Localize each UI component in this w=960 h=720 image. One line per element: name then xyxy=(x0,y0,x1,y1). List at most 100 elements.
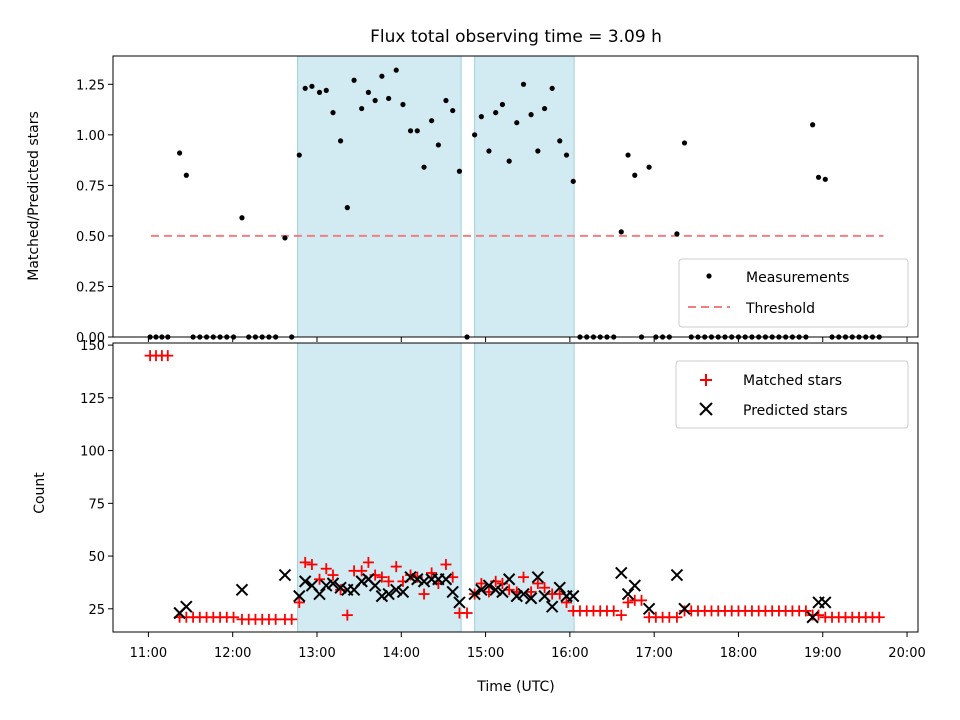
predicted-point-18 xyxy=(390,583,403,597)
measurement-point-4 xyxy=(176,150,183,156)
predicted-point-51 xyxy=(819,596,832,609)
measurement-point-56 xyxy=(541,105,548,112)
predicted-point-15 xyxy=(368,579,382,592)
matched-point-33 xyxy=(376,571,388,583)
bottom-ytick-label-4: 125 xyxy=(80,392,105,407)
predicted-point-29 xyxy=(475,583,488,597)
measurement-point-50 xyxy=(499,101,506,108)
measurement-point-23 xyxy=(309,83,315,89)
top-ytick-label-4: 1.00 xyxy=(76,129,105,144)
measurement-point-5 xyxy=(183,172,189,178)
predicted-point-39 xyxy=(545,600,559,613)
measurement-point-75 xyxy=(674,231,680,237)
predicted-point-36 xyxy=(524,592,538,605)
predicted-point-28 xyxy=(468,587,481,601)
measurement-point-58 xyxy=(557,138,563,144)
measurement-point-59 xyxy=(563,152,570,158)
matched-point-21 xyxy=(293,596,305,608)
measurement-point-29 xyxy=(351,77,357,83)
xtick-label-7: 18:00 xyxy=(720,646,757,661)
bottom-ytick-label-5: 150 xyxy=(80,339,105,354)
predicted-point-9 xyxy=(326,577,340,590)
legend-threshold-label: Threshold xyxy=(745,301,815,317)
top-panel: 0.00 0.25 0.50 0.75 1.00 1.25 Flux total obse… xyxy=(26,27,919,346)
chart-title: Flux total observing time = 3.09 h xyxy=(370,27,662,47)
matched-point-67 xyxy=(615,609,627,621)
measurement-point-31 xyxy=(365,89,372,95)
measurement-point-34 xyxy=(386,95,392,102)
observing-span-2 xyxy=(474,55,575,338)
predicted-point-35 xyxy=(517,587,530,601)
bottom-ytick-label-0: 25 xyxy=(88,603,105,618)
xtick-label-6: 17:00 xyxy=(635,646,672,661)
predicted-point-27 xyxy=(453,596,466,609)
measurement-point-13 xyxy=(239,215,245,221)
legend-predicted-label: Predicted stars xyxy=(743,403,848,419)
measurement-point-76 xyxy=(681,140,688,146)
measurement-point-67 xyxy=(618,229,624,235)
bottom-panel: 25 50 75 100 125 150 11:00 12:00 13:00 14:00 15:0… xyxy=(32,339,926,695)
matched-point-55 xyxy=(532,577,544,589)
matched-point-27 xyxy=(335,584,347,596)
xtick-label-1: 12:00 xyxy=(214,646,251,661)
bottom-y-ticks: 25 50 75 100 125 150 xyxy=(80,339,113,618)
measurement-point-28 xyxy=(344,205,350,211)
measurement-point-44 xyxy=(456,168,463,174)
predicted-point-25 xyxy=(439,573,453,586)
measurement-point-69 xyxy=(632,172,638,178)
measurement-point-51 xyxy=(506,158,512,164)
bottom-axes-frame xyxy=(112,342,919,633)
matched-point-70 xyxy=(636,594,648,606)
predicted-point-8 xyxy=(320,579,333,592)
predicted-point-45 xyxy=(628,579,641,592)
predicted-point-43 xyxy=(615,566,628,580)
predicted-point-38 xyxy=(538,589,551,603)
top-ytick-label-2: 0.50 xyxy=(76,230,105,245)
legend-matched-label: Matched stars xyxy=(743,373,842,389)
top-ytick-label-0: 0.00 xyxy=(76,331,105,346)
matched-point-66 xyxy=(608,605,620,617)
measurement-point-46 xyxy=(472,132,478,138)
measurement-point-54 xyxy=(528,112,534,118)
predicted-point-3 xyxy=(278,568,292,582)
measurement-point-48 xyxy=(486,148,492,154)
predicted-point-7 xyxy=(313,587,326,601)
observing-span-1 xyxy=(297,55,462,338)
top-x-ticks xyxy=(147,337,908,342)
bottom-legend: Matched stars Predicted stars xyxy=(675,360,909,429)
measurement-point-42 xyxy=(443,97,449,104)
predicted-point-19 xyxy=(396,585,410,599)
matched-point-47 xyxy=(475,577,487,589)
top-ytick-label-3: 0.75 xyxy=(76,179,105,194)
bottom-ytick-label-2: 75 xyxy=(88,497,105,512)
xtick-label-8: 19:00 xyxy=(804,646,841,661)
measurement-point-21 xyxy=(296,152,302,158)
measurement-point-36 xyxy=(400,101,406,108)
measurement-point-30 xyxy=(359,105,365,112)
predicted-point-49 xyxy=(806,611,819,624)
predicted-point-20 xyxy=(404,570,417,584)
xtick-label-4: 15:00 xyxy=(467,646,504,661)
measurement-point-95 xyxy=(810,122,816,128)
measurement-point-55 xyxy=(535,148,541,154)
matched-point-94 xyxy=(800,605,812,617)
predicted-point-5 xyxy=(298,575,312,588)
matched-point-24 xyxy=(314,573,326,585)
top-y-ticks: 0.00 0.25 0.50 0.75 1.00 1.25 xyxy=(76,78,113,346)
xtick-label-2: 13:00 xyxy=(298,646,335,661)
matched-point-39 xyxy=(418,588,430,600)
measurement-point-37 xyxy=(407,128,414,134)
top-y-axis-label: Matched/Predicted stars xyxy=(26,111,42,281)
predicted-point-40 xyxy=(553,581,566,594)
xtick-label-3: 14:00 xyxy=(383,646,420,661)
predicted-point-31 xyxy=(489,583,502,597)
matched-point-40 xyxy=(426,567,438,579)
predicted-point-10 xyxy=(334,581,347,594)
top-legend-box xyxy=(678,258,909,328)
matched-point-30 xyxy=(356,565,368,577)
measurement-point-47 xyxy=(478,114,484,120)
matched-point-31 xyxy=(362,556,374,568)
predicted-point-17 xyxy=(382,587,395,601)
top-ytick-label-1: 0.25 xyxy=(76,280,105,295)
predicted-point-13 xyxy=(355,575,368,588)
